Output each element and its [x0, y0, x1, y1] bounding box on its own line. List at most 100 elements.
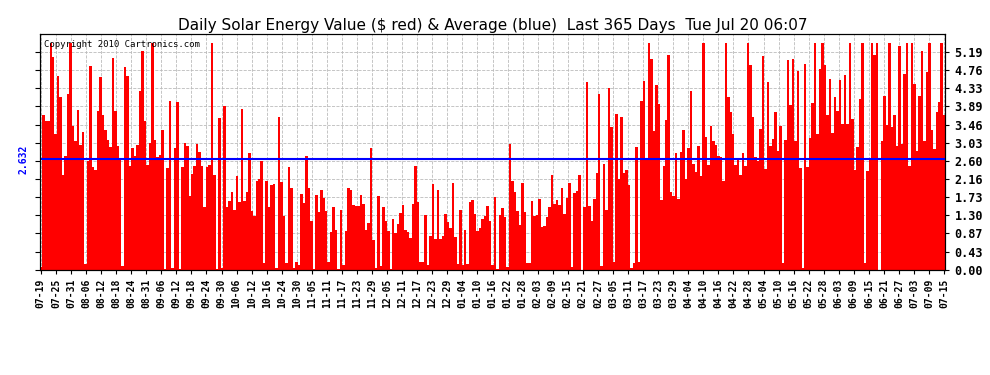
Bar — [769, 146, 772, 270]
Bar — [122, 266, 124, 270]
Bar — [628, 185, 631, 270]
Bar — [87, 162, 89, 270]
Bar — [618, 179, 621, 270]
Bar — [730, 112, 732, 270]
Bar — [772, 139, 774, 270]
Bar — [606, 210, 608, 270]
Bar — [792, 59, 794, 270]
Bar — [132, 148, 134, 270]
Bar — [496, 269, 499, 270]
Bar — [313, 269, 315, 270]
Bar — [226, 207, 229, 270]
Title: Daily Solar Energy Value ($ red) & Average (blue)  Last 365 Days  Tue Jul 20 06:: Daily Solar Energy Value ($ red) & Avera… — [178, 18, 807, 33]
Bar — [802, 268, 804, 270]
Bar — [137, 145, 139, 270]
Bar — [720, 157, 722, 270]
Bar — [918, 96, 921, 270]
Bar — [399, 213, 402, 270]
Bar — [168, 101, 171, 270]
Bar — [727, 97, 730, 270]
Bar — [333, 207, 335, 270]
Bar — [662, 166, 665, 270]
Bar — [435, 239, 437, 270]
Bar — [608, 88, 611, 270]
Bar — [374, 268, 377, 270]
Bar — [804, 64, 807, 270]
Bar — [295, 262, 298, 270]
Bar — [308, 188, 310, 270]
Bar — [318, 212, 320, 270]
Bar — [891, 127, 893, 270]
Bar — [586, 82, 588, 270]
Bar — [476, 231, 479, 270]
Bar — [364, 230, 367, 270]
Bar — [692, 164, 695, 270]
Bar — [660, 200, 662, 270]
Bar — [224, 105, 226, 270]
Bar — [445, 214, 446, 270]
Bar — [717, 156, 720, 270]
Bar — [420, 262, 422, 270]
Bar — [774, 112, 777, 270]
Bar — [652, 131, 655, 270]
Bar — [48, 121, 50, 270]
Bar — [735, 165, 737, 270]
Bar — [181, 167, 183, 270]
Bar — [171, 268, 173, 270]
Bar — [153, 140, 156, 270]
Bar — [119, 158, 122, 270]
Bar — [843, 75, 846, 270]
Bar — [142, 51, 144, 270]
Bar — [575, 191, 578, 270]
Bar — [853, 170, 856, 270]
Bar — [616, 114, 618, 270]
Bar — [641, 101, 643, 270]
Bar — [888, 43, 891, 270]
Bar — [568, 183, 570, 270]
Bar — [722, 181, 725, 270]
Bar — [402, 205, 405, 270]
Bar — [764, 169, 767, 270]
Bar — [817, 134, 819, 270]
Bar — [842, 124, 843, 270]
Bar — [746, 43, 749, 270]
Bar — [903, 74, 906, 270]
Bar — [702, 43, 705, 270]
Bar — [675, 153, 677, 270]
Bar — [79, 144, 82, 270]
Bar — [392, 219, 394, 270]
Bar — [239, 202, 241, 270]
Bar — [578, 176, 580, 270]
Bar — [114, 111, 117, 270]
Bar — [611, 127, 613, 270]
Bar — [715, 145, 717, 270]
Bar — [481, 219, 484, 270]
Bar — [127, 76, 129, 270]
Bar — [544, 226, 545, 270]
Bar — [186, 146, 188, 270]
Bar — [387, 231, 389, 270]
Bar — [670, 192, 672, 270]
Bar — [362, 204, 364, 270]
Bar — [871, 43, 873, 270]
Bar — [459, 210, 461, 270]
Bar — [881, 141, 883, 270]
Bar — [430, 236, 432, 270]
Bar — [221, 268, 224, 270]
Bar — [489, 221, 491, 270]
Bar — [861, 43, 863, 270]
Bar — [911, 43, 913, 270]
Bar — [248, 153, 250, 270]
Bar — [491, 265, 494, 270]
Bar — [754, 157, 756, 270]
Bar — [846, 124, 848, 270]
Bar — [343, 265, 345, 270]
Bar — [647, 43, 650, 270]
Bar — [536, 215, 539, 270]
Bar — [524, 212, 526, 270]
Bar — [494, 197, 496, 270]
Bar — [328, 262, 330, 270]
Bar — [541, 227, 544, 270]
Bar — [397, 225, 399, 270]
Bar — [367, 223, 369, 270]
